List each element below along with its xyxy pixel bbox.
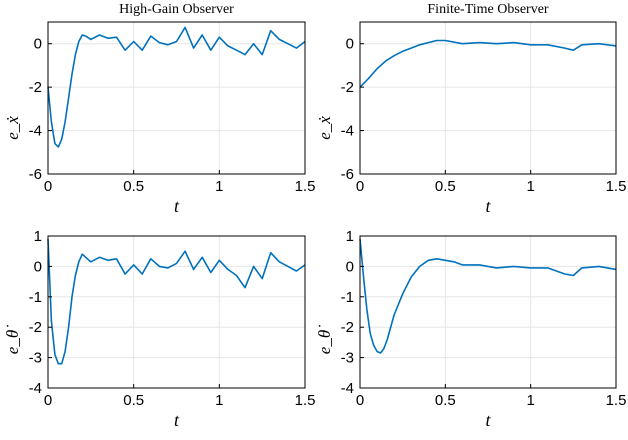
y-tick-label: -4 — [341, 123, 354, 140]
y-tick-label: -6 — [29, 166, 42, 183]
x-axis-label: t — [174, 410, 180, 430]
x-tick-label: 0.5 — [435, 178, 456, 195]
x-tick-label: 0.5 — [123, 178, 144, 195]
axes-frame — [359, 235, 617, 389]
x-tick-label: 0.5 — [123, 392, 144, 409]
axes-frame — [47, 21, 306, 175]
y-tick-label: 1 — [346, 228, 354, 245]
y-tick-label: -1 — [341, 289, 354, 306]
series-line — [47, 238, 306, 365]
x-tick-label: 0 — [44, 392, 52, 409]
y-tick-label: -3 — [341, 350, 354, 367]
x-tick-label: 1.5 — [295, 178, 316, 195]
y-tick-label: -6 — [341, 166, 354, 183]
x-tick-label: 1 — [526, 178, 534, 195]
series-line — [359, 238, 617, 354]
x-tick-label: 0.5 — [435, 392, 456, 409]
axes-frame — [47, 235, 306, 389]
y-tick-label: -4 — [341, 380, 354, 397]
y-tick-label: -4 — [29, 123, 42, 140]
x-tick-label: 0 — [356, 178, 364, 195]
y-axis-label: e_ẋ — [315, 116, 334, 140]
chart-title: Finite-Time Observer — [427, 2, 549, 17]
series-line — [359, 39, 617, 88]
plot-area — [360, 22, 616, 174]
plot-area — [360, 236, 616, 388]
y-tick-label: 0 — [34, 36, 42, 53]
x-tick-label: 0 — [44, 178, 52, 195]
series-line — [47, 26, 306, 148]
chart-title: High-Gain Observer — [119, 2, 234, 17]
y-axis-label: e_θ̇ — [3, 325, 22, 354]
y-tick-label: -2 — [341, 319, 354, 336]
panel-finite-time-velocity: 0 0.5 1 1.5 -6 -4 -2 0 Finite-Time Observer t e_ẋ — [315, 2, 626, 216]
x-tick-label: 1.5 — [606, 392, 627, 409]
y-tick-label: 0 — [346, 36, 354, 53]
y-tick-label: -2 — [29, 319, 42, 336]
plot-area — [48, 22, 305, 174]
x-tick-label: 1.5 — [295, 392, 316, 409]
axes-frame — [359, 21, 617, 175]
y-tick-label: 0 — [34, 258, 42, 275]
x-axis-label: t — [485, 410, 491, 430]
x-tick-label: 1 — [215, 178, 223, 195]
y-axis-label: e_ẋ — [3, 116, 22, 140]
x-axis-label: t — [485, 196, 491, 216]
panel-high-gain-angular: 0 0.5 1 1.5 -4 -3 -2 -1 0 1 t e_θ̇ — [3, 228, 315, 430]
x-tick-label: 1 — [526, 392, 534, 409]
panel-finite-time-angular: 0 0.5 1 1.5 -4 -3 -2 -1 0 1 t e_θ̇ — [315, 228, 626, 430]
y-tick-label: -3 — [29, 350, 42, 367]
panel-high-gain-velocity: 0 0.5 1 1.5 -6 -4 -2 0 High-Gain Observer t e_ẋ — [3, 2, 315, 216]
y-tick-label: -4 — [29, 380, 42, 397]
y-tick-label: -1 — [29, 289, 42, 306]
y-tick-label: 0 — [346, 258, 354, 275]
x-tick-label: 1 — [215, 392, 223, 409]
x-tick-label: 1.5 — [606, 178, 627, 195]
y-tick-label: -2 — [341, 79, 354, 96]
y-tick-label: -2 — [29, 79, 42, 96]
y-tick-label: 1 — [34, 228, 42, 245]
x-axis-label: t — [174, 196, 180, 216]
x-tick-label: 0 — [356, 392, 364, 409]
y-axis-label: e_θ̇ — [315, 325, 334, 354]
